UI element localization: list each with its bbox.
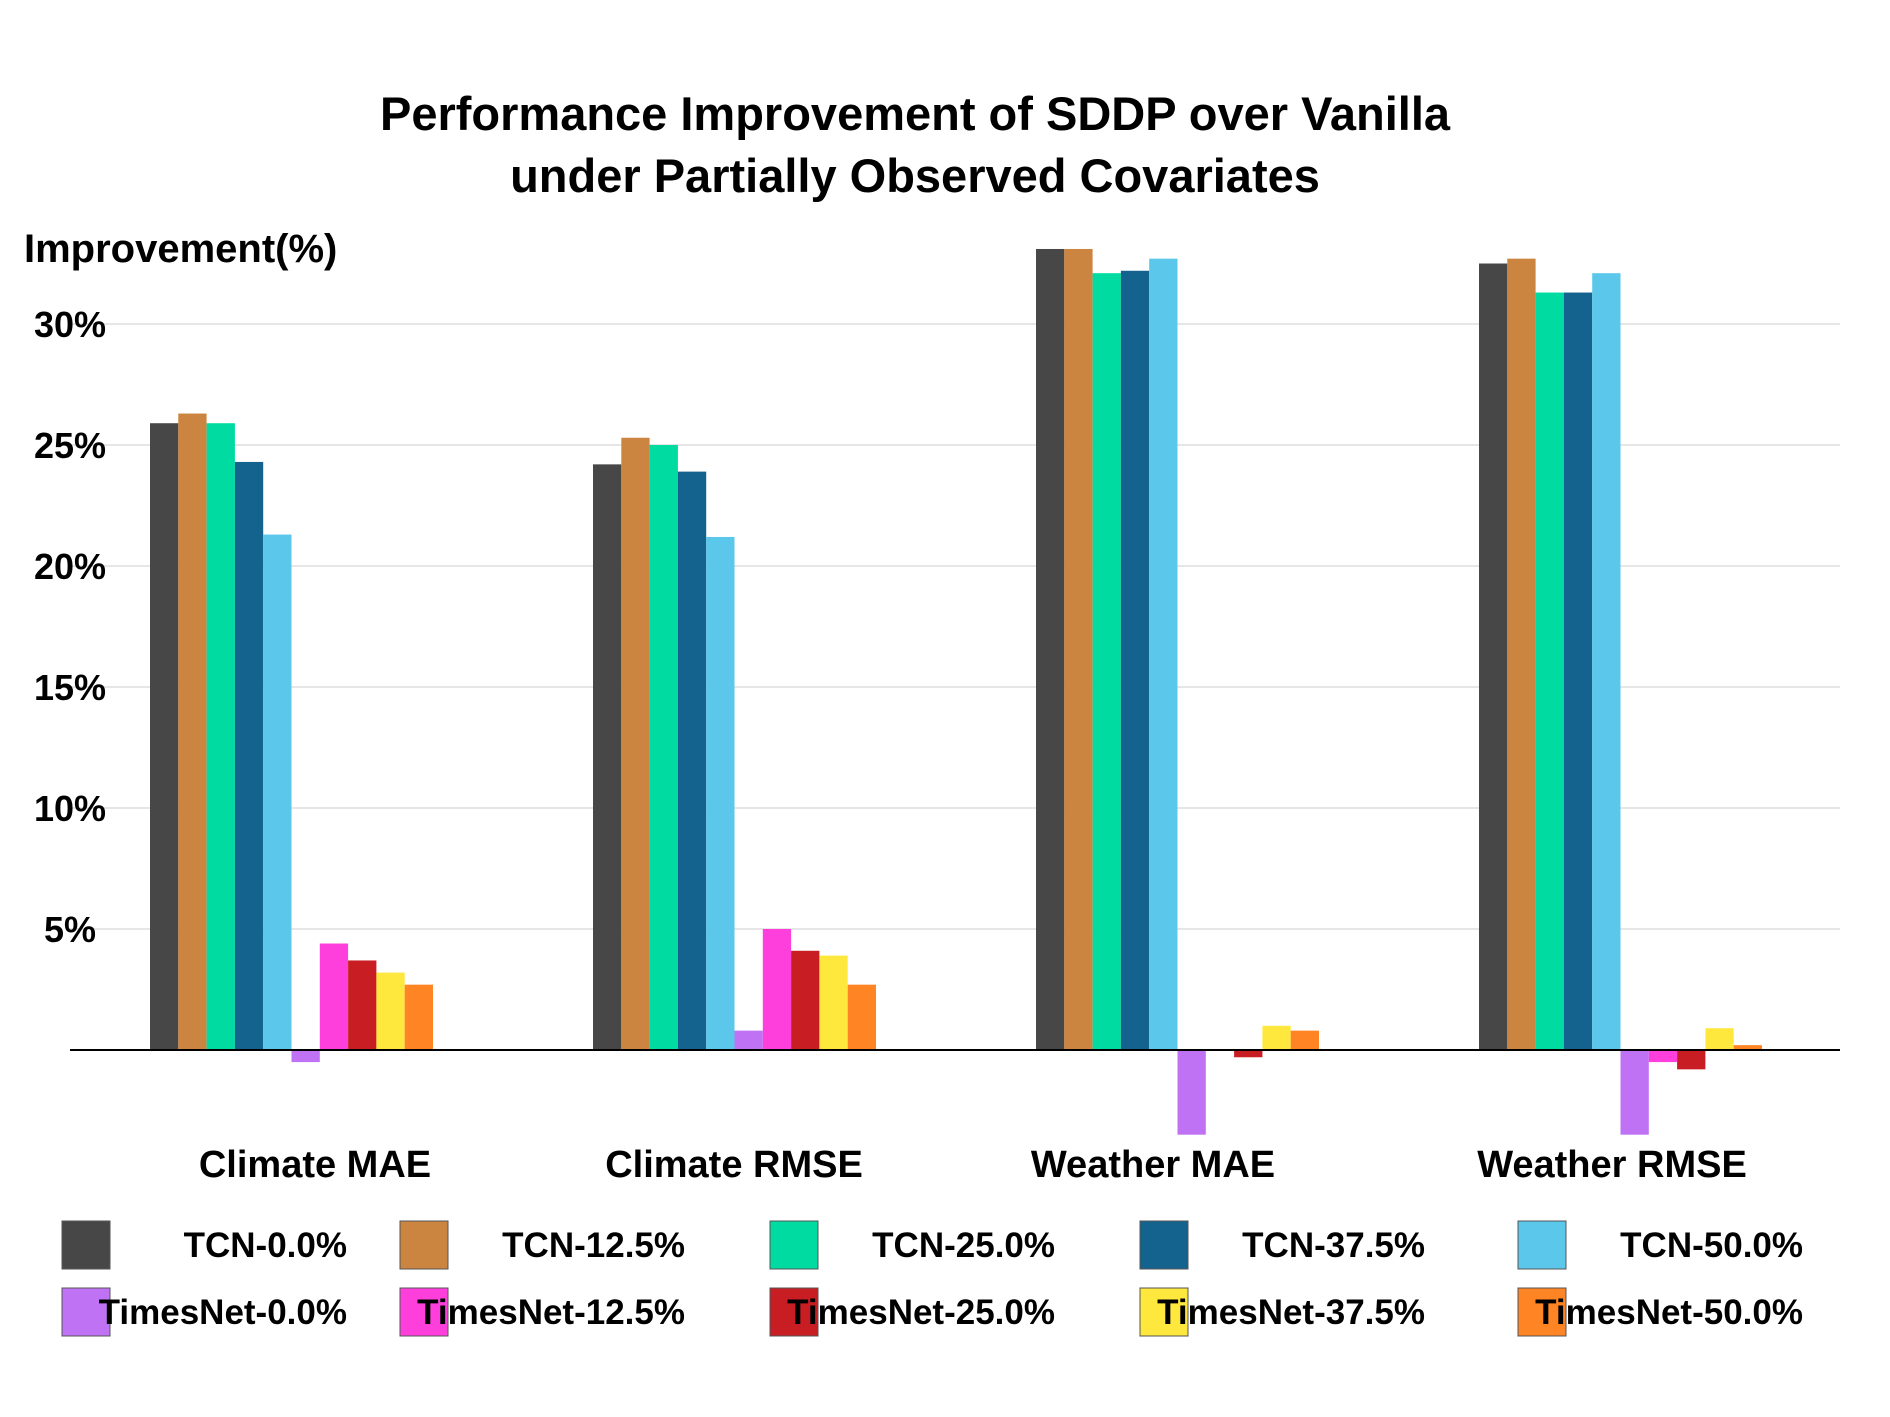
bar bbox=[263, 534, 292, 1050]
legend-swatch bbox=[399, 1220, 449, 1270]
legend-swatch bbox=[1139, 1220, 1189, 1270]
bar bbox=[706, 536, 735, 1050]
bar bbox=[1177, 1050, 1206, 1135]
bar bbox=[1149, 258, 1178, 1050]
bar bbox=[348, 960, 377, 1050]
legend-item: TimesNet-0.0% bbox=[61, 1287, 347, 1337]
bar bbox=[1592, 273, 1621, 1050]
bar bbox=[1120, 270, 1150, 1050]
legend-swatch bbox=[1517, 1287, 1567, 1337]
x-axis-categories: Climate MAE Climate RMSE Weather MAE Weathe… bbox=[199, 1144, 1747, 1186]
bar bbox=[1733, 1045, 1762, 1050]
bar bbox=[376, 972, 405, 1050]
legend-item: TCN-50.0% bbox=[1517, 1220, 1803, 1270]
bar bbox=[206, 423, 235, 1051]
bar bbox=[1648, 1050, 1678, 1063]
bar bbox=[1234, 1050, 1263, 1058]
bar-group-weather-rmse bbox=[1479, 258, 1762, 1135]
legend-label: TCN-12.5% bbox=[502, 1226, 685, 1265]
y-axis-ticks: 5% 10% 15% 20% 25% 30% bbox=[34, 304, 106, 950]
bar bbox=[1064, 248, 1093, 1051]
y-tick-label: 30% bbox=[34, 304, 106, 345]
x-category-label: Weather RMSE bbox=[1477, 1144, 1747, 1186]
chart-title: Performance Improvement of SDDP over Van… bbox=[380, 87, 1451, 202]
legend-swatch bbox=[1139, 1287, 1189, 1337]
legend-label: TimesNet-37.5% bbox=[1157, 1293, 1425, 1332]
bar bbox=[1535, 292, 1564, 1050]
bars bbox=[150, 248, 1762, 1135]
bar bbox=[593, 464, 622, 1050]
legend: TCN-0.0% TCN-12.5% TCN-25.0% TCN-37.5% TCN-5… bbox=[61, 1220, 1803, 1337]
y-tick-label: 10% bbox=[34, 788, 106, 829]
legend-label: TCN-37.5% bbox=[1242, 1226, 1425, 1265]
bar bbox=[1262, 1025, 1291, 1050]
bar bbox=[1290, 1030, 1319, 1050]
bar bbox=[621, 437, 650, 1050]
y-tick-label: 15% bbox=[34, 667, 106, 708]
legend-item: TCN-25.0% bbox=[769, 1220, 1055, 1270]
bar bbox=[1479, 263, 1508, 1050]
bar bbox=[178, 413, 207, 1050]
bar bbox=[1620, 1050, 1649, 1135]
legend-swatch bbox=[769, 1220, 819, 1270]
legend-label: TimesNet-12.5% bbox=[417, 1293, 685, 1332]
bar bbox=[1092, 273, 1121, 1050]
chart-title-line-2: under Partially Observed Covariates bbox=[510, 149, 1320, 202]
legend-swatch bbox=[1517, 1220, 1567, 1270]
chart-title-line-1: Performance Improvement of SDDP over Van… bbox=[380, 87, 1451, 140]
bar bbox=[291, 1050, 320, 1063]
legend-label: TimesNet-25.0% bbox=[787, 1293, 1055, 1332]
legend-label: TCN-50.0% bbox=[1620, 1226, 1803, 1265]
y-tick-label: 20% bbox=[34, 546, 106, 587]
bar bbox=[734, 1030, 763, 1050]
legend-item: TCN-12.5% bbox=[399, 1220, 685, 1270]
legend-swatch bbox=[61, 1220, 111, 1270]
bar bbox=[649, 445, 678, 1050]
legend-swatch bbox=[61, 1287, 111, 1337]
legend-item: TimesNet-25.0% bbox=[769, 1287, 1055, 1337]
bar bbox=[1705, 1028, 1734, 1050]
bar bbox=[791, 950, 820, 1050]
bar bbox=[1677, 1050, 1706, 1070]
legend-label: TCN-0.0% bbox=[184, 1226, 347, 1265]
legend-item: TCN-0.0% bbox=[61, 1220, 347, 1270]
legend-item: TimesNet-50.0% bbox=[1517, 1287, 1803, 1337]
legend-label: TimesNet-0.0% bbox=[99, 1293, 347, 1332]
legend-label: TimesNet-50.0% bbox=[1535, 1293, 1803, 1332]
x-category-label: Weather MAE bbox=[1031, 1144, 1275, 1186]
bar bbox=[404, 984, 433, 1050]
legend-item: TimesNet-12.5% bbox=[399, 1287, 685, 1337]
y-tick-label: 25% bbox=[34, 425, 106, 466]
bar bbox=[234, 461, 264, 1050]
x-category-label: Climate RMSE bbox=[605, 1144, 863, 1186]
legend-label: TCN-25.0% bbox=[872, 1226, 1055, 1265]
bar bbox=[1036, 248, 1065, 1051]
legend-item: TCN-37.5% bbox=[1139, 1220, 1425, 1270]
bar bbox=[677, 471, 707, 1050]
bar-group-weather-mae bbox=[1036, 248, 1319, 1135]
y-axis-label: Improvement(%) bbox=[24, 227, 337, 271]
bar bbox=[319, 943, 349, 1050]
bar bbox=[150, 423, 179, 1051]
bar bbox=[1563, 292, 1593, 1050]
bar bbox=[1507, 258, 1536, 1050]
legend-swatch bbox=[769, 1287, 819, 1337]
legend-item: TimesNet-37.5% bbox=[1139, 1287, 1425, 1337]
legend-swatch bbox=[399, 1287, 449, 1337]
bar bbox=[819, 955, 848, 1050]
bar-group-climate-rmse bbox=[593, 437, 876, 1050]
x-category-label: Climate MAE bbox=[199, 1144, 431, 1186]
bar bbox=[847, 984, 876, 1050]
bar bbox=[762, 929, 792, 1050]
y-tick-label: 5% bbox=[44, 909, 96, 950]
bar-group-climate-mae bbox=[150, 413, 433, 1063]
